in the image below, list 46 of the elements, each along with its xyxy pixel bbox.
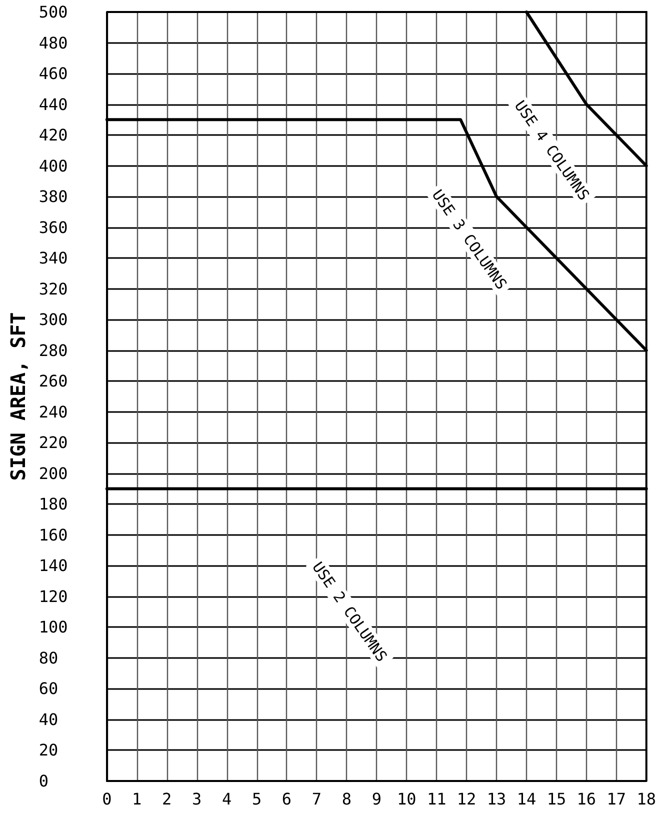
x-tick-label: 12	[456, 790, 476, 808]
y-tick-label: 380	[38, 187, 68, 206]
y-tick-label: 400	[38, 156, 68, 176]
y-tick-label: 60	[38, 679, 58, 698]
y-axis-title: SIGN AREA, SFT	[6, 312, 30, 481]
x-tick-label: 6	[282, 790, 292, 808]
x-tick-label: 9	[372, 790, 382, 808]
y-tick-label: 300	[38, 310, 68, 330]
x-tick-label: 17	[606, 790, 626, 808]
y-tick-label: 40	[38, 710, 58, 729]
x-tick-label: 1	[132, 790, 142, 808]
y-tick-label: 240	[38, 402, 68, 422]
y-tick-label: 440	[38, 94, 68, 114]
x-tick-label: 15	[546, 790, 566, 808]
x-tick-label: 0	[102, 790, 112, 808]
x-tick-label: 3	[192, 790, 202, 808]
y-tick-label: 360	[38, 218, 68, 237]
x-tick-label: 4	[222, 790, 232, 808]
y-tick-label: 320	[38, 279, 68, 298]
x-tick-label: 5	[252, 790, 262, 808]
x-tick-label: 16	[576, 790, 596, 808]
y-tick-label: 200	[38, 464, 68, 483]
x-tick-label: 8	[342, 790, 352, 808]
x-tick-label: 14	[516, 790, 536, 808]
y-tick-label: 160	[38, 525, 68, 544]
x-tick-label: 13	[486, 790, 506, 808]
y-tick-label: 460	[38, 64, 68, 84]
y-tick-label: 80	[38, 648, 58, 668]
y-tick-label: 420	[38, 126, 68, 145]
y-tick-label: 220	[38, 433, 68, 452]
y-tick-label: 100	[38, 618, 68, 637]
y-tick-label: 180	[38, 494, 68, 514]
y-tick-label: 120	[38, 586, 68, 606]
y-tick-label: 340	[38, 248, 68, 268]
x-tick-label: 10	[396, 790, 416, 808]
x-tick-label: 11	[426, 790, 446, 808]
y-tick-label: 20	[38, 740, 58, 760]
y-tick-label: 500	[38, 2, 68, 22]
x-tick-label: 18	[636, 790, 656, 808]
y-tick-label: 280	[38, 340, 68, 360]
x-tick-label: 2	[162, 790, 172, 808]
y-tick-label: 140	[38, 556, 68, 576]
y-tick-label: 480	[38, 33, 68, 52]
y-tick-label: 0	[38, 772, 49, 790]
x-tick-label: 7	[312, 790, 322, 808]
y-tick-label: 260	[38, 372, 68, 391]
